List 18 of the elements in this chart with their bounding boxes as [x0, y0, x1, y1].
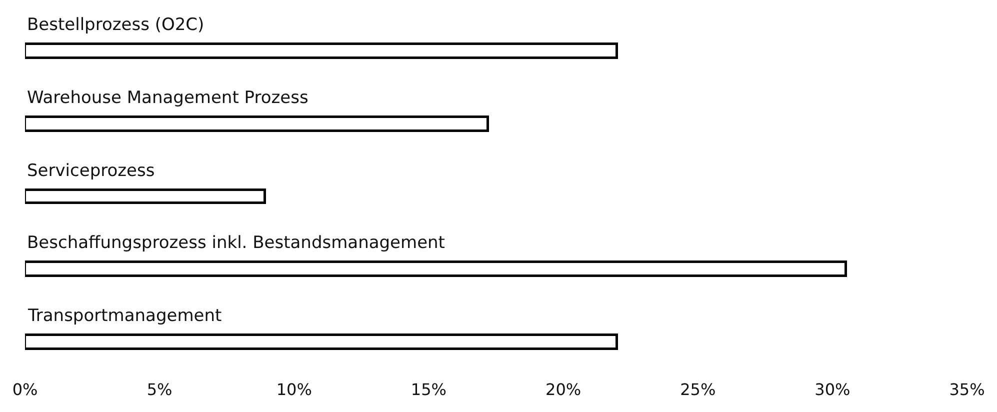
- bar: [25, 188, 266, 204]
- x-tick-label: 30%: [814, 380, 850, 399]
- x-tick-label: 5%: [146, 380, 172, 399]
- y-tick-label: Beschaffungsprozess inkl. Bestandsmanagement: [27, 233, 446, 253]
- bar: [25, 42, 618, 59]
- y-tick-label: Serviceprozess: [27, 161, 155, 181]
- x-tick-label: 25%: [680, 380, 716, 399]
- x-tick-label: 0%: [12, 380, 38, 399]
- x-tick-label: 15%: [410, 380, 446, 399]
- bar: [25, 116, 489, 132]
- bar: [25, 260, 847, 277]
- y-tick-label: Transportmanagement: [27, 306, 222, 326]
- y-tick-label: Bestellprozess (O2C): [27, 15, 204, 35]
- x-tick-label: 20%: [546, 380, 582, 399]
- bar: [25, 334, 618, 350]
- x-tick-label: 35%: [949, 380, 985, 399]
- y-tick-label: Warehouse Management Prozess: [27, 88, 308, 108]
- x-tick-label: 10%: [276, 380, 312, 399]
